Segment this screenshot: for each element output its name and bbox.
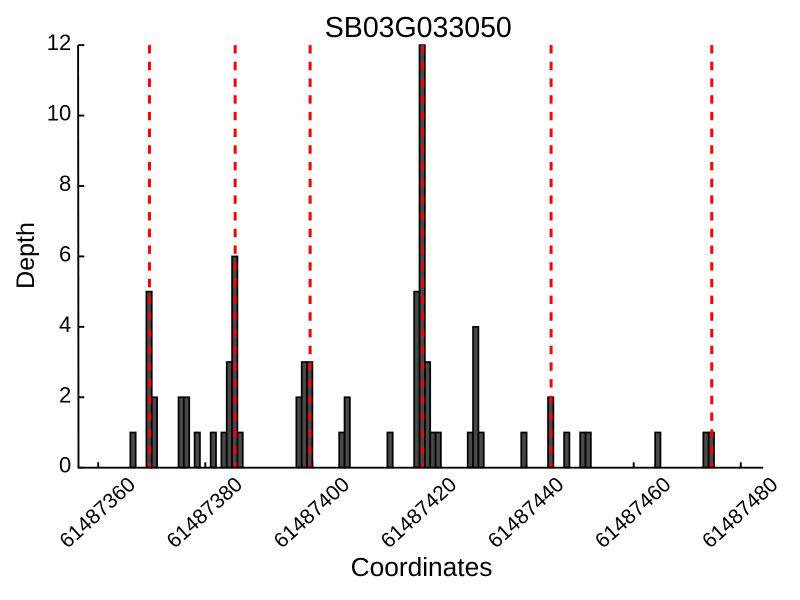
svg-text:61487460: 61487460 (591, 473, 676, 553)
svg-text:61487360: 61487360 (55, 473, 140, 553)
svg-text:SB03G033050: SB03G033050 (325, 12, 512, 44)
svg-text:4: 4 (59, 312, 71, 337)
svg-text:Depth: Depth (12, 222, 40, 289)
svg-text:8: 8 (59, 171, 71, 196)
svg-text:0: 0 (59, 453, 71, 478)
svg-text:61487480: 61487480 (698, 473, 783, 553)
svg-text:61487420: 61487420 (377, 473, 462, 553)
svg-text:10: 10 (47, 101, 71, 126)
svg-text:Coordinates: Coordinates (351, 552, 493, 582)
svg-text:6: 6 (59, 241, 71, 266)
svg-text:61487440: 61487440 (484, 473, 569, 553)
svg-text:61487400: 61487400 (270, 473, 355, 553)
svg-text:61487380: 61487380 (162, 473, 247, 553)
svg-text:12: 12 (47, 30, 71, 55)
svg-text:2: 2 (59, 382, 71, 407)
